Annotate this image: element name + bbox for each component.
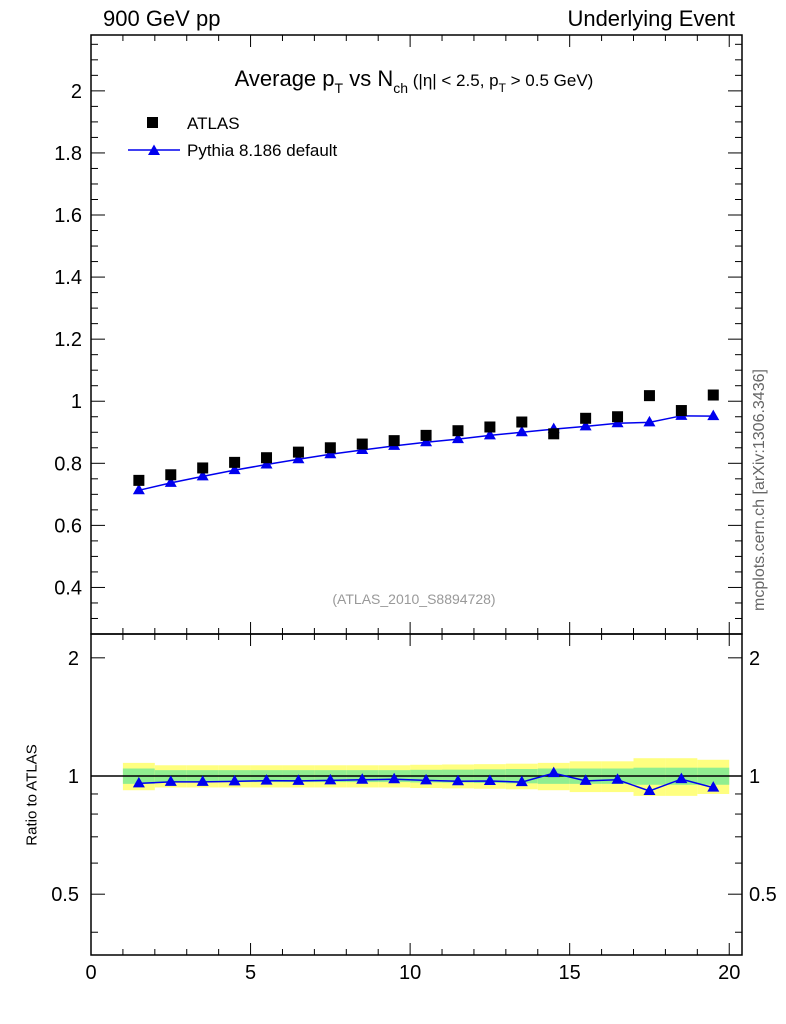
x-tick-label: 10 <box>399 962 421 984</box>
ratio-mc-point <box>643 784 656 795</box>
title-cond2: > 0.5 GeV) <box>506 71 593 90</box>
mc-point <box>579 419 592 431</box>
main-y-tick-label: 1.4 <box>54 267 82 289</box>
ratio-mc-point <box>547 766 560 778</box>
ratio-mc-point <box>451 774 464 786</box>
ratio-y-tick-label-right: 1 <box>749 766 760 788</box>
title-sub2: ch <box>393 80 408 96</box>
ratio-mc-point <box>611 773 624 784</box>
ratio-panel: 0 5 10 15 20 0.5 0.5 1 1 2 2 <box>51 633 777 984</box>
ratio-mc-point <box>324 773 337 785</box>
x-tick-label: 15 <box>559 962 581 984</box>
mc-point <box>643 415 656 427</box>
data-point <box>420 429 432 441</box>
mc-point <box>420 435 433 447</box>
mc-point <box>515 425 528 437</box>
data-point <box>292 446 304 458</box>
main-y-tick-label: 0.8 <box>54 453 82 475</box>
ratio-mc-point <box>228 774 241 786</box>
main-y-tick-label: 2 <box>71 81 82 103</box>
title-part1: Average p <box>235 66 335 91</box>
x-tick-label: 20 <box>718 962 740 984</box>
header-left-label: 900 GeV pp <box>103 6 221 31</box>
data-point <box>452 425 464 437</box>
ratio-mc-point <box>260 774 273 785</box>
main-y-tick-label: 0.4 <box>54 577 82 599</box>
ratio-mc-point <box>420 773 433 785</box>
mc-point <box>707 409 720 421</box>
legend-marker-atlas <box>147 117 158 128</box>
data-point <box>133 474 145 486</box>
ratio-mc-point <box>132 776 145 788</box>
ratio-frame <box>90 633 743 956</box>
legend-label-pythia: Pythia 8.186 default <box>187 141 338 160</box>
ratio-y-tick-label: 1 <box>68 766 79 788</box>
mc-point <box>132 483 145 495</box>
main-y-tick-label: 1 <box>71 391 82 413</box>
ratio-mc-point <box>196 775 209 786</box>
ratio-mc-point <box>579 774 592 785</box>
data-point <box>356 438 368 450</box>
legend: ATLAS Pythia 8.186 default <box>128 114 338 160</box>
data-point <box>324 442 336 454</box>
data-point <box>612 411 624 423</box>
title-cond1: (|η| < 2.5, p <box>408 71 499 90</box>
title-part2: vs N <box>343 66 393 91</box>
main-y-tick-label: 1.2 <box>54 329 82 351</box>
ratio-mc-point <box>483 774 496 786</box>
main-y-tick-label: 1.8 <box>54 143 82 165</box>
data-point <box>707 389 719 401</box>
ratio-y-tick-label-right: 0.5 <box>749 884 777 906</box>
data-point <box>548 428 560 440</box>
legend-marker-pythia <box>148 144 160 155</box>
mc-point <box>228 463 241 475</box>
mc-point <box>164 476 177 487</box>
legend-label-atlas: ATLAS <box>187 114 240 133</box>
ratio-mc-point <box>164 775 177 786</box>
title-sub1: T <box>335 80 344 96</box>
main-y-tick-label: 1.6 <box>54 205 82 227</box>
ratio-mc-point <box>707 781 720 792</box>
data-point <box>165 469 177 481</box>
ratio-mc-point <box>515 775 528 787</box>
data-point <box>580 412 592 424</box>
ratio-y-tick-label-right: 2 <box>749 648 760 670</box>
title-sub3: T <box>499 81 507 95</box>
data-point <box>484 421 496 433</box>
ratio-y-tick-label: 0.5 <box>51 884 79 906</box>
main-y-tick-label: 0.6 <box>54 515 82 537</box>
mc-line <box>138 415 714 492</box>
chart-title: Average pT vs Nch (|η| < 2.5, pT > 0.5 G… <box>235 66 594 96</box>
data-point <box>643 390 655 402</box>
mc-point <box>451 432 464 444</box>
data-point <box>388 435 400 447</box>
ratio-mc-point <box>292 774 305 785</box>
mc-point <box>260 458 273 469</box>
data-point <box>261 452 273 464</box>
x-tick-label: 0 <box>85 962 96 984</box>
mc-point <box>196 469 209 481</box>
mc-point <box>483 428 496 440</box>
header-right-label: Underlying Event <box>567 6 735 31</box>
mc-point <box>292 452 305 464</box>
data-point <box>516 416 528 428</box>
data-point <box>675 405 687 417</box>
ratio-mc-point <box>388 772 401 784</box>
analysis-tag: (ATLAS_2010_S8894728) <box>332 591 495 607</box>
x-tick-label: 5 <box>245 962 256 984</box>
ratio-mc-point <box>356 773 369 784</box>
ratio-y-tick-label: 2 <box>68 648 79 670</box>
ratio-mc-point <box>675 772 688 784</box>
data-point <box>197 462 209 474</box>
data-point <box>229 456 241 468</box>
